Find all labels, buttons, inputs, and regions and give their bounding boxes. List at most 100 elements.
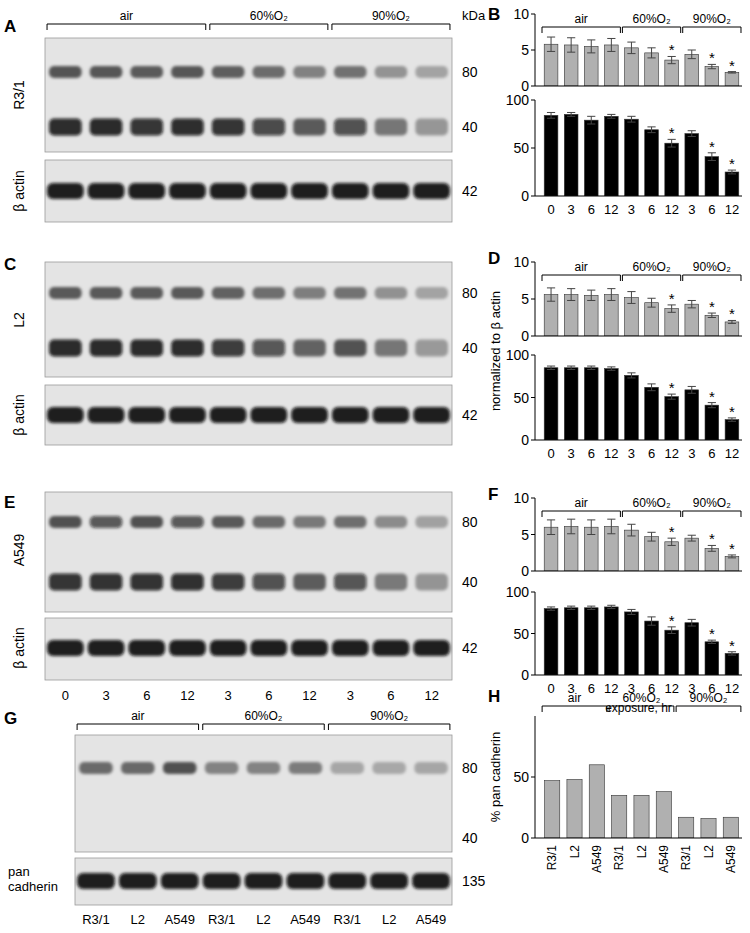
loading-band: [251, 183, 288, 199]
error-bar: [567, 289, 575, 301]
loading-band: [119, 873, 157, 889]
bar: [725, 72, 739, 86]
loading-band: [210, 183, 247, 199]
loading-membrane: [45, 160, 452, 222]
lane-label: L2: [256, 912, 270, 927]
y-tick: [531, 440, 535, 441]
x-tick-label: 3: [568, 202, 575, 217]
loading-band: [169, 407, 206, 423]
x-axis: [535, 196, 742, 197]
group-bracket: [683, 511, 741, 517]
blot-band: [415, 66, 448, 78]
lane-label: 6: [143, 688, 150, 703]
bar: [625, 375, 639, 440]
group-bracket: [328, 724, 449, 730]
significance-mark: *: [709, 138, 715, 155]
y-tick-label: 50: [513, 769, 529, 785]
blot-band: [90, 66, 123, 78]
blot-band: [212, 66, 245, 78]
error-bar: [607, 289, 615, 301]
loading-band: [251, 407, 288, 423]
blot-band: [171, 574, 204, 591]
y-tick: [531, 498, 535, 499]
bar: [725, 653, 739, 675]
blot-band: [415, 287, 448, 299]
bar: [705, 642, 719, 675]
error-bar: [688, 386, 696, 393]
kda-marker: 42: [462, 640, 478, 656]
bar: [665, 542, 679, 571]
x-tick-label: 3: [688, 202, 695, 217]
group-bracket: [622, 27, 680, 33]
error-bar: [627, 116, 635, 122]
error-bar: [627, 524, 635, 536]
blot-band: [121, 762, 155, 774]
bar: [725, 420, 739, 440]
bar: [544, 609, 558, 675]
blot-band: [375, 287, 408, 299]
group-label: 60%O₂: [633, 12, 671, 26]
loading-label: β actin: [11, 170, 27, 212]
panel-letter: A: [4, 17, 16, 36]
loading-label-line: pan: [8, 864, 30, 879]
blot-band: [49, 287, 82, 299]
error-bar: [587, 606, 595, 609]
blot-band: [130, 574, 163, 591]
cell-line-label: A549: [11, 533, 27, 566]
loading-label-line: cadherin: [8, 879, 58, 894]
loading-band: [245, 873, 283, 889]
x-tick-label: 6: [648, 202, 655, 217]
group-bracket: [542, 706, 607, 712]
error-bar: [567, 606, 575, 609]
y-tick: [531, 777, 535, 778]
loading-label: β actin: [11, 394, 27, 436]
x-tick-label: L2: [702, 845, 716, 859]
x-tick-label: 3: [688, 446, 695, 461]
blot-band: [415, 516, 448, 528]
panel-letter: E: [4, 493, 15, 512]
panel-letter: F: [488, 485, 498, 504]
loading-band: [169, 640, 206, 656]
loading-band: [210, 407, 247, 423]
blot-band: [212, 516, 245, 528]
y-tick: [531, 675, 535, 676]
blot-band: [247, 762, 281, 774]
blot-band: [293, 340, 326, 357]
bar: [625, 612, 639, 675]
y-tick: [531, 592, 535, 593]
x-tick-label: 3: [568, 446, 575, 461]
y-tick: [531, 196, 535, 197]
group-label: 90%O₂: [693, 496, 731, 510]
loading-band: [128, 640, 165, 656]
x-tick-label: 12: [664, 446, 678, 461]
group-bracket: [47, 24, 206, 30]
significance-mark: *: [709, 298, 715, 315]
blot-band: [205, 762, 239, 774]
panel-letter: G: [4, 709, 17, 728]
loading-band: [128, 183, 165, 199]
error-bar: [607, 519, 615, 534]
blot-band: [375, 66, 408, 78]
x-tick-label: A549: [724, 845, 738, 873]
loading-band: [287, 873, 325, 889]
y-tick: [531, 86, 535, 87]
bar: [685, 623, 699, 675]
blot-band: [90, 119, 123, 136]
y-tick: [531, 633, 535, 634]
plot-area: [544, 605, 739, 675]
error-bar: [547, 366, 555, 369]
blot-band: [375, 516, 408, 528]
blot-band: [253, 66, 286, 78]
lane-label: 0: [62, 688, 69, 703]
plot-area: [544, 37, 739, 86]
bar: [645, 387, 659, 440]
x-axis: [535, 675, 742, 676]
significance-mark: *: [709, 625, 715, 642]
blot-band: [79, 762, 113, 774]
loading-band: [161, 873, 199, 889]
bar: [665, 397, 679, 440]
lane-label: A549: [290, 912, 320, 927]
figure: A8040kDaair60%O₂90%O₂R3/1β actin42C8040L…: [0, 0, 750, 933]
loading-label: pancadherin: [8, 864, 58, 894]
x-tick-label: A549: [590, 845, 604, 873]
